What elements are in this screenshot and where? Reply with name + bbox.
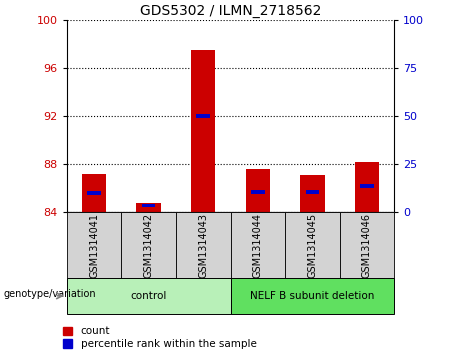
- Bar: [121, 212, 176, 278]
- Text: GSM1314044: GSM1314044: [253, 212, 263, 278]
- Bar: [67, 278, 230, 314]
- Bar: [142, 204, 155, 207]
- Bar: [88, 191, 101, 195]
- Bar: [196, 114, 210, 118]
- Bar: [82, 174, 106, 212]
- Bar: [230, 212, 285, 278]
- Text: genotype/variation: genotype/variation: [3, 289, 96, 299]
- Text: GSM1314041: GSM1314041: [89, 212, 99, 278]
- Text: GSM1314043: GSM1314043: [198, 212, 208, 278]
- Text: control: control: [130, 291, 167, 301]
- Bar: [230, 278, 394, 314]
- Text: GSM1314042: GSM1314042: [144, 212, 154, 278]
- Text: GSM1314045: GSM1314045: [307, 212, 317, 278]
- Bar: [355, 162, 379, 212]
- Bar: [191, 50, 215, 212]
- Bar: [176, 212, 230, 278]
- Text: GSM1314046: GSM1314046: [362, 212, 372, 278]
- Bar: [340, 212, 394, 278]
- Bar: [251, 190, 265, 193]
- Legend: count, percentile rank within the sample: count, percentile rank within the sample: [63, 326, 256, 349]
- Text: NELF B subunit deletion: NELF B subunit deletion: [250, 291, 374, 301]
- Bar: [306, 190, 319, 193]
- Bar: [246, 169, 270, 212]
- Bar: [285, 212, 340, 278]
- Bar: [67, 212, 121, 278]
- Title: GDS5302 / ILMN_2718562: GDS5302 / ILMN_2718562: [140, 4, 321, 17]
- Bar: [300, 175, 325, 212]
- Bar: [360, 184, 373, 188]
- Bar: [136, 203, 161, 212]
